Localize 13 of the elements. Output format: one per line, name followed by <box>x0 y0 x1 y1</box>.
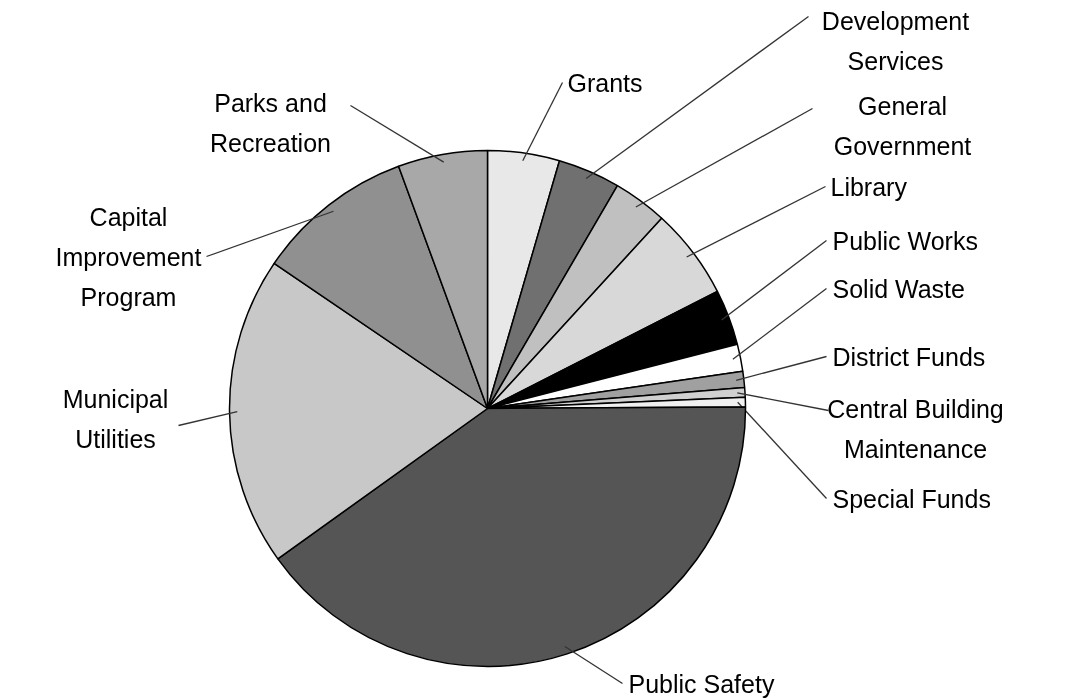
slice-label: Central Building Maintenance <box>827 394 1004 463</box>
slice-label: Public Works <box>832 226 978 255</box>
slice-label: General Government <box>833 91 972 160</box>
slice-label: Special Funds <box>832 484 991 513</box>
slice-label: Development Services <box>821 6 970 75</box>
slice-label: Grants <box>567 68 643 97</box>
slice-label: Capital Improvement Program <box>55 202 202 311</box>
slice-label: Library <box>830 172 908 201</box>
slice-label: Public Safety <box>628 669 775 698</box>
slice-label: District Funds <box>832 342 986 371</box>
slice-label: Parks and Recreation <box>210 88 331 157</box>
slice-label: Solid Waste <box>832 274 965 303</box>
slice-label: Municipal Utilities <box>62 384 169 453</box>
